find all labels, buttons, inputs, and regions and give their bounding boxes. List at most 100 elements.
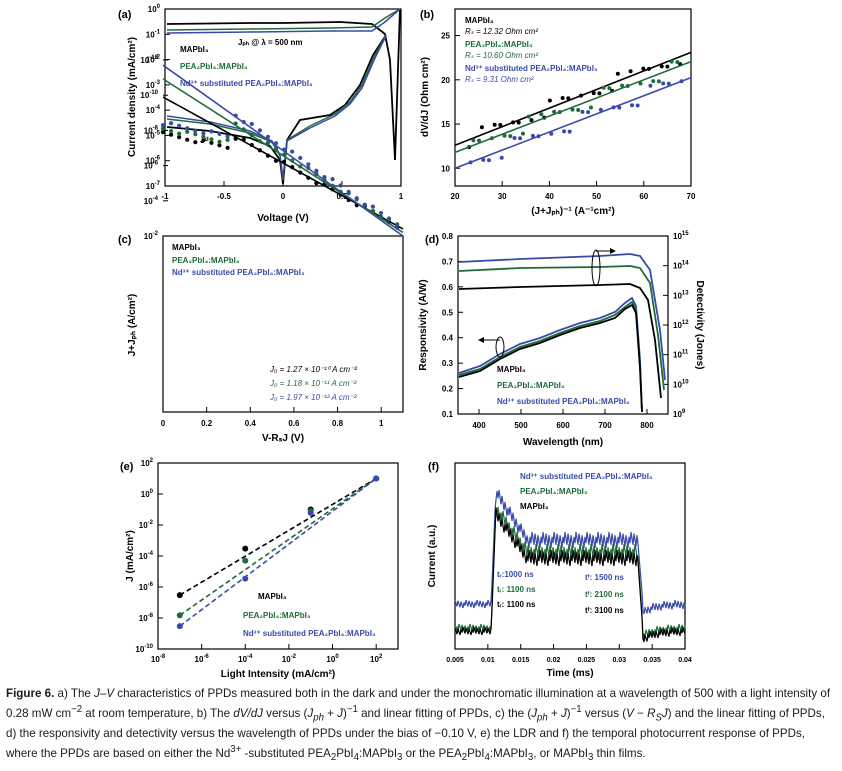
panel-c-letter: (c): [118, 234, 132, 246]
panel-c-data-point: [298, 155, 303, 161]
panel-b-x-tick-label: 60: [639, 192, 648, 201]
panel-b-data-point: [471, 138, 476, 143]
panel-b-data-point: [661, 81, 666, 86]
panel-c-data-point: [257, 148, 262, 153]
panel-c-data-point: [160, 126, 166, 131]
panel-d-y-tick-label: 0.2: [442, 385, 454, 394]
panel-d-responsivity-marker: [495, 336, 505, 358]
panel-c-data-point: [233, 121, 238, 126]
panel-f-x-tick-label: 0.04: [678, 657, 692, 664]
panel-b-y-tick-label: 25: [441, 32, 450, 41]
panel-e-x-ticks: 10-8 10-6 10-4 10-2 100 102: [151, 644, 383, 664]
panel-d-x-ticks: 400 500 600 700 800: [472, 409, 654, 430]
panel-b-data-point: [635, 103, 640, 108]
panel-b-data-point: [481, 157, 486, 162]
panel-b-legend-mapbi: MAPbI₃: [465, 16, 494, 25]
panel-b-y-tick-label: 10: [441, 164, 450, 173]
panel-c-x-tick-label: 0.8: [332, 419, 344, 428]
panel-c-xlabel: V-RₛJ (V): [262, 433, 304, 444]
panel-c-data-point: [185, 126, 190, 131]
panel-d-x-tick-label: 700: [598, 421, 612, 430]
panel-a-annotation-jph: Jₚₕ @ λ = 500 nm: [238, 38, 303, 47]
panel-c-data-point: [241, 119, 246, 125]
panel-b-data-point: [468, 160, 473, 165]
panel-c-x-tick-label: 1: [379, 419, 384, 428]
panel-e-x-tick-label: 10-8: [151, 654, 166, 664]
panel-a-legend-nd: Nd³⁺ substituted PEA₂PbI₄:MAPbI₃: [180, 79, 313, 88]
panel-b-data-point: [549, 131, 554, 136]
panel-c-data-point: [185, 129, 190, 134]
panel-c-data-point: [209, 140, 214, 145]
panel-c-legend-mapbi: MAPbI₃: [172, 243, 201, 252]
panel-f-legend-mapbi: MAPbI₃: [520, 502, 549, 511]
panel-a-y-tick-label: 100: [148, 4, 161, 14]
panel-e-y-tick-label: 10-8: [139, 613, 154, 623]
panel-d-y-tick-label: 0.8: [442, 232, 454, 241]
panel-c-data-point: [201, 138, 206, 143]
panel-c-j0-mapbi: J₀ = 1.27 × 10⁻¹⁰ A cm⁻²: [269, 365, 357, 374]
panel-a-legend-mapbi: MAPbI₃: [180, 45, 209, 54]
panel-b-data-point: [641, 66, 646, 71]
panel-c-data-point: [273, 158, 279, 164]
panel-b-data-point: [611, 105, 616, 110]
panel-b-data-point: [598, 107, 603, 112]
panel-d-responsivity-pea: [458, 300, 643, 413]
panel-b-data-point: [547, 98, 552, 103]
panel-e-letter: (e): [120, 461, 134, 473]
panel-b-data-point: [628, 69, 633, 74]
panel-c-data-point: [233, 136, 238, 141]
panel-c-data-point: [306, 175, 311, 180]
panel-e-y-tick-label: 10-10: [135, 644, 153, 654]
panel-c-ylabel: J+Jₚₕ (A/cm²): [127, 294, 138, 357]
panel-b-data-point: [617, 105, 622, 110]
panel-b-data-point: [615, 71, 620, 76]
panel-e-legend-mapbi: MAPbI₃: [258, 592, 287, 601]
panel-c-data-point: [233, 113, 238, 118]
panel-b-data-point: [560, 95, 565, 100]
panel-c-data-point: [249, 142, 254, 148]
panel-a-x-tick-label: -1: [161, 192, 169, 201]
panel-c-data-point: [209, 129, 214, 134]
panel-b-x-tick-label: 20: [451, 192, 460, 201]
panel-f-rise-mapbi: tᵣ: 1100 ns: [497, 600, 536, 609]
panel-a-curve-mapbi: [166, 8, 401, 161]
panel-f: (f) 0.005 0.01 0.015 0.02 0.025 0.03 0.035 0.04…: [427, 461, 692, 679]
panel-b-data-point: [638, 81, 643, 86]
panel-e-frame: [157, 462, 399, 650]
panel-b-fit-line: [454, 51, 692, 147]
panel-d-letter: (d): [425, 234, 439, 246]
panel-e-ylabel: J (mA/cm²): [125, 530, 136, 582]
figure-caption: Figure 6. a) The J–V characteristics of …: [6, 687, 831, 764]
panel-c-legend-nd: Nd³⁺ substituted PEA₂PbI₄:MAPbI₃: [172, 268, 305, 277]
panel-b-data-point: [502, 133, 507, 138]
panel-d-detectivity-marker: [591, 249, 601, 287]
panel-f-xlabel: Time (ms): [546, 668, 593, 679]
panel-b-data-point: [659, 64, 664, 69]
panel-b-data-point: [620, 83, 625, 88]
panel-b-data-point: [562, 129, 567, 134]
panel-d-y-tick-label: 0.1: [442, 410, 454, 419]
panel-d-x-tick-label: 600: [556, 421, 570, 430]
panel-a-dark-nd: [166, 35, 387, 179]
panel-b-data-point: [651, 79, 656, 84]
panel-b-data-point: [518, 136, 523, 141]
panel-c: (c) 10-2 10-4 10-6 10-8 10-10 10-12 0 0.2 0.4 0.…: [118, 55, 404, 444]
panel-c-data-point: [265, 134, 271, 139]
panel-e-legend-pea: PEA₂PbI₄:MAPbI₃: [243, 611, 311, 620]
panel-b-fit-line: [454, 60, 692, 154]
panel-b-data-point: [669, 59, 674, 64]
panel-c-j0-nd: J₀ = 1.97 × 10⁻¹² A cm⁻²: [269, 393, 357, 402]
panel-d-y2-tick-label: 109: [673, 409, 686, 419]
panel-c-data-point: [265, 153, 271, 158]
panel-b-frame: [454, 8, 692, 187]
panel-a-y-ticks: 100 10-1 10-2 10-3 10-4 10-5 10-6 10-7: [146, 4, 170, 191]
panel-c-data-point: [177, 131, 182, 136]
panel-f-legend-nd: Nd³⁺ substituted PEA₂PbI₄:MAPbI₃: [520, 472, 653, 481]
panel-c-data-point: [168, 132, 174, 137]
panel-c-data-point: [354, 196, 359, 201]
panel-c-data-point: [370, 204, 375, 209]
panel-c-j0-pea: J₀ = 1.18 × 10⁻¹¹ A cm⁻²: [269, 379, 357, 388]
panel-d-xlabel: Wavelength (nm): [523, 437, 603, 448]
panel-c-data-point: [338, 183, 343, 188]
panel-d-ylabel: Responsivity (A/W): [418, 279, 429, 370]
